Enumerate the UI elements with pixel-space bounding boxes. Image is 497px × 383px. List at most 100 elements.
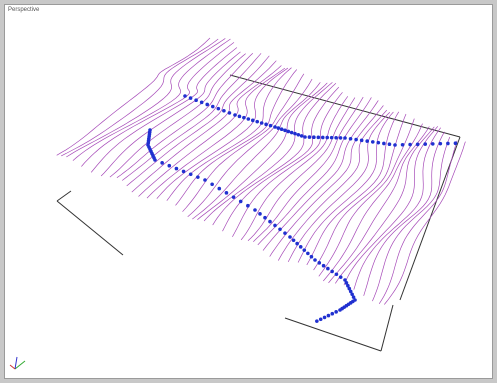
vertex-dot: [196, 175, 200, 179]
vertex-dot: [232, 195, 236, 199]
vertex-dot: [439, 142, 443, 146]
vertex-dot: [160, 161, 164, 165]
contour-line: [73, 39, 231, 161]
vertex-dot: [317, 261, 321, 265]
contour-line: [110, 54, 246, 178]
vertex-dot: [360, 139, 364, 143]
axis-tripod: [10, 357, 25, 369]
axis: [10, 365, 15, 369]
vertex-dot: [225, 191, 229, 195]
contour-line: [379, 141, 457, 304]
vertex-dot: [335, 272, 339, 276]
vertex-dot: [167, 164, 171, 168]
contour-line: [298, 112, 393, 263]
vertex-dot: [203, 178, 207, 182]
vertex-dot: [277, 126, 281, 130]
vertex-dot: [302, 248, 306, 252]
vertex-dot: [278, 227, 282, 231]
contour-line: [127, 56, 270, 186]
vertex-dot: [175, 167, 179, 171]
vertex-dot: [354, 138, 358, 142]
vertex-dot: [183, 94, 187, 98]
contour-line: [66, 38, 225, 157]
vertex-dot: [247, 117, 251, 121]
vertex-dot: [339, 136, 343, 140]
contour-line: [329, 127, 430, 283]
vertex-dot: [280, 127, 284, 131]
contour-line: [81, 42, 234, 166]
vertex-dot: [233, 113, 237, 117]
vertex-dot: [246, 204, 250, 208]
vertex-dot: [263, 216, 267, 220]
viewport[interactable]: Perspective: [4, 4, 493, 379]
vertex-dot: [393, 143, 397, 147]
vertex-dot: [290, 131, 294, 135]
vertex-dot: [222, 109, 226, 113]
vertex-dot: [228, 111, 232, 115]
vertex-dot: [308, 135, 312, 139]
vertex-dot: [251, 119, 255, 123]
vertex-dot: [323, 316, 327, 320]
vertex-dot: [371, 140, 375, 144]
vertex-dot: [273, 125, 277, 129]
vertex-dot: [292, 238, 296, 242]
edge: [230, 75, 460, 137]
app: Perspective (() => { const data = JSON.p…: [0, 0, 497, 383]
vertex-dot: [408, 143, 412, 147]
contour-line: [61, 39, 218, 156]
vertex-dot: [382, 142, 386, 146]
vertex-dot: [189, 172, 193, 176]
vertex-dot: [297, 133, 301, 137]
vertex-dot: [264, 123, 268, 127]
vertex-dot: [349, 137, 353, 141]
vertex-dot: [269, 124, 273, 128]
contour-line: [188, 79, 312, 217]
vertex-dot: [200, 101, 204, 105]
contour-line: [323, 124, 422, 281]
vertex-dot: [330, 136, 334, 140]
vertex-dot: [330, 270, 334, 274]
vertex-dot: [288, 235, 292, 239]
vertex-dot: [268, 220, 272, 224]
vertex-dot: [312, 135, 316, 139]
vertex-dot: [454, 141, 458, 145]
vertex-dot: [260, 121, 264, 125]
vertex-dot: [303, 135, 307, 139]
vertex-dot: [326, 267, 330, 271]
vertex-dot: [153, 158, 157, 162]
edge: [381, 305, 393, 351]
vertex-dot: [211, 105, 215, 109]
edge: [57, 201, 123, 255]
contour-line: [213, 83, 336, 225]
vertex-dot: [377, 141, 381, 145]
vertex-dot: [313, 258, 317, 262]
vertex-dot: [217, 187, 221, 191]
vertex-dot: [330, 312, 334, 316]
vertex-dot: [322, 264, 326, 268]
edge: [57, 191, 71, 201]
vertex-dot: [325, 136, 329, 140]
vertex-dot: [253, 208, 257, 212]
contour-line: [354, 128, 441, 290]
edge: [285, 318, 381, 351]
vertex-dot: [310, 255, 314, 259]
vertex-dot: [423, 142, 427, 146]
contour-line: [132, 61, 276, 192]
vertex-dot: [283, 129, 287, 133]
vertex-dot: [295, 242, 299, 246]
vertex-dot: [401, 143, 405, 147]
vertex-dot: [238, 115, 242, 119]
vertex-dot: [338, 308, 342, 312]
contour-line: [384, 142, 465, 305]
vertex-dot: [306, 252, 310, 256]
vertex-dot: [293, 132, 297, 136]
vertex-dot: [327, 314, 331, 318]
vertex-dot: [194, 98, 198, 102]
vertex-dot: [287, 130, 291, 134]
vertex-dot: [299, 245, 303, 249]
vertex-dot: [315, 319, 319, 323]
vertex-dot: [343, 136, 347, 140]
vertex-dot: [365, 139, 369, 143]
vertex-dot: [189, 96, 193, 100]
vertex-dot: [273, 224, 277, 228]
